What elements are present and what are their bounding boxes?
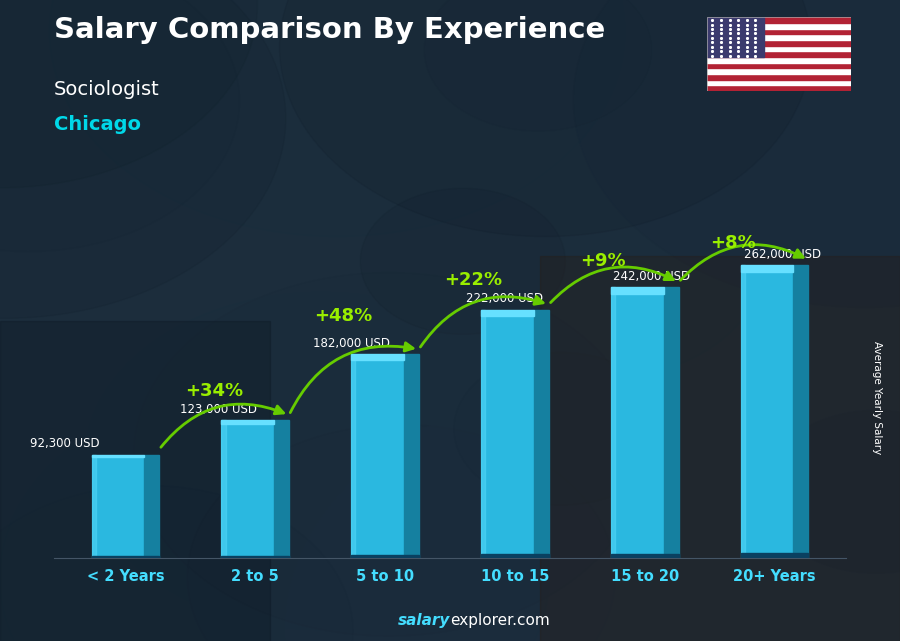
Bar [706,17,764,57]
Bar [221,556,289,558]
Circle shape [412,10,686,204]
Bar [404,354,419,558]
Bar [482,554,549,558]
Text: salary: salary [398,613,450,628]
Bar [611,287,663,294]
Bar [221,420,274,424]
Text: +8%: +8% [710,233,756,252]
Bar [221,420,289,558]
Text: Average Yearly Salary: Average Yearly Salary [872,341,883,454]
Bar [611,287,679,558]
Text: 92,300 USD: 92,300 USD [30,437,100,450]
Circle shape [0,0,286,319]
Bar [706,29,850,35]
Bar [92,454,95,558]
Text: Sociologist: Sociologist [54,80,160,99]
Text: +22%: +22% [445,271,502,289]
Circle shape [0,0,257,188]
Circle shape [61,387,750,641]
Bar [0,320,270,641]
Bar [351,554,418,558]
Bar [351,354,356,558]
Text: +48%: +48% [314,308,373,326]
Circle shape [762,410,900,573]
Bar [706,79,850,85]
Circle shape [436,145,763,379]
Text: 262,000 USD: 262,000 USD [744,247,822,261]
Bar [144,454,159,558]
Bar [706,63,850,69]
Bar [351,354,418,558]
Bar [741,265,808,558]
Text: 182,000 USD: 182,000 USD [313,337,390,350]
Bar [482,310,549,558]
Bar [540,256,900,641]
Text: +9%: +9% [580,253,626,271]
Circle shape [0,485,353,641]
Circle shape [0,383,549,641]
Bar [92,556,159,558]
Text: +34%: +34% [184,382,243,400]
Bar [221,420,226,558]
Bar [482,310,485,558]
Bar [741,553,808,558]
Bar [706,85,850,91]
Circle shape [280,0,811,237]
Bar [706,69,850,74]
Bar [706,35,850,40]
Bar [274,420,289,558]
Bar [706,46,850,51]
Circle shape [573,0,900,308]
Circle shape [0,0,239,252]
Bar [706,17,850,23]
Circle shape [454,353,668,505]
Bar [741,265,794,272]
Bar [706,23,850,29]
Bar [663,287,679,558]
Text: Chicago: Chicago [54,115,141,135]
Bar [706,74,850,79]
Bar [706,40,850,46]
Bar [92,454,144,457]
Text: explorer.com: explorer.com [450,613,550,628]
Text: 123,000 USD: 123,000 USD [180,403,256,416]
Bar [611,287,615,558]
Bar [741,265,745,558]
Text: Salary Comparison By Experience: Salary Comparison By Experience [54,16,605,44]
Text: 242,000 USD: 242,000 USD [613,270,690,283]
Bar [611,554,679,558]
Bar [482,310,534,316]
Bar [351,354,404,360]
Bar [794,265,808,558]
Text: 222,000 USD: 222,000 USD [466,292,544,305]
Bar [706,57,850,63]
Circle shape [187,424,616,641]
Bar [706,51,850,57]
Circle shape [366,277,827,605]
Bar [534,310,549,558]
Bar [92,454,159,558]
Circle shape [360,188,565,335]
Circle shape [285,377,900,641]
Circle shape [50,0,625,237]
